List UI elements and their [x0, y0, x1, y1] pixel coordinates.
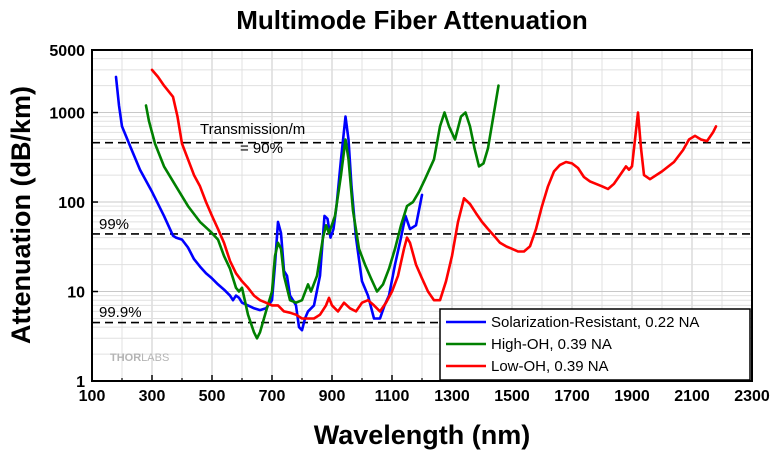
x-tick-label: 300	[139, 388, 166, 405]
series-line	[150, 68, 718, 320]
legend-label: High-OH, 0.39 NA	[491, 336, 612, 353]
y-tick-label: 1	[76, 374, 85, 391]
x-tick-label: 2300	[734, 388, 770, 405]
y-tick-label: 10	[67, 285, 85, 302]
x-tick-label: 2100	[674, 388, 710, 405]
x-tick-label: 100	[79, 388, 106, 405]
x-tick-label: 700	[259, 388, 286, 405]
x-tick-label: 500	[199, 388, 226, 405]
x-tick-label: 900	[319, 388, 346, 405]
y-ticks: 1 10 100 1000 5000	[49, 43, 98, 391]
reference-label: = 90%	[240, 140, 283, 157]
y-tick-label: 1000	[49, 106, 85, 123]
reference-label: 99.9%	[99, 304, 142, 321]
series-lines	[114, 68, 718, 340]
series-line	[144, 84, 500, 340]
legend-label: Low-OH, 0.39 NA	[491, 358, 609, 375]
legend: Solarization-Resistant, 0.22 NA High-OH, …	[439, 308, 751, 381]
y-tick-label: 5000	[49, 43, 85, 60]
reference-label: 99%	[99, 216, 129, 233]
x-axis-title: Wavelength (nm)	[314, 420, 531, 450]
watermark-labs: LABS	[141, 352, 169, 364]
reference-lines: Transmission/m = 90% 99% 99.9%	[92, 121, 752, 324]
x-ticks: 100 300 500 700 900 1100 1300 1500 1700 1900 2100 2…	[79, 375, 770, 405]
x-tick-label: 1900	[614, 388, 650, 405]
x-tick-label: 1300	[434, 388, 470, 405]
svg-text:THORLABS: THORLABS	[110, 352, 169, 364]
watermark-logo: THORLABS	[110, 352, 169, 364]
legend-label: Solarization-Resistant, 0.22 NA	[491, 314, 699, 331]
chart-title: Multimode Fiber Attenuation	[236, 5, 587, 35]
legend-box	[439, 308, 751, 381]
watermark-thor: THOR	[110, 352, 141, 364]
x-tick-label: 1500	[494, 388, 530, 405]
reference-label: Transmission/m	[200, 121, 305, 138]
y-axis-title: Attenuation (dB/km)	[6, 86, 36, 344]
x-tick-label: 1700	[554, 388, 590, 405]
series-line	[114, 75, 424, 332]
x-tick-label: 1100	[375, 388, 410, 405]
y-tick-label: 100	[58, 195, 85, 212]
